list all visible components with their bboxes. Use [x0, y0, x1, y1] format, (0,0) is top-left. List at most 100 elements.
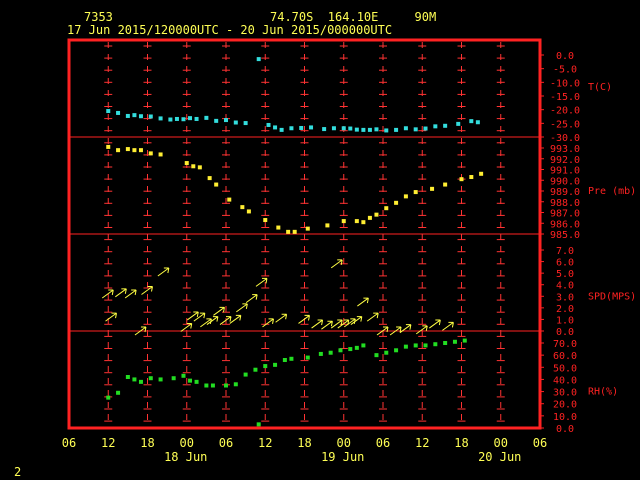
- pressure-point: [148, 151, 153, 156]
- temperature-point: [214, 118, 219, 123]
- temperature-point: [233, 120, 238, 125]
- y-tick-label: 6.0: [556, 258, 574, 269]
- temperature-point: [174, 116, 179, 121]
- temperature-point: [374, 127, 379, 132]
- pressure-point: [207, 176, 212, 181]
- pressure-point: [240, 205, 245, 210]
- wind-point: [255, 277, 268, 287]
- temperature-point: [279, 127, 284, 132]
- temperature-point: [394, 127, 399, 132]
- wind-point: [141, 286, 153, 295]
- humidity-point: [116, 390, 121, 395]
- temperature-point: [475, 120, 480, 125]
- y-tick-label: -15.0: [550, 92, 580, 103]
- temperature-point: [348, 126, 353, 131]
- wind-point: [275, 313, 288, 323]
- wind-point: [366, 312, 379, 322]
- humidity-point: [384, 350, 389, 355]
- humidity-point: [361, 343, 366, 348]
- y-tick-label: 2.0: [556, 304, 574, 315]
- y-tick-label: -25.0: [550, 119, 580, 130]
- pressure-point: [125, 147, 130, 152]
- y-tick-label: 60.0: [553, 351, 577, 362]
- y-tick-label: 5.0: [556, 269, 574, 280]
- humidity-point: [224, 383, 228, 388]
- humidity-point: [158, 377, 163, 382]
- y-tick-label: 987.0: [550, 209, 580, 220]
- humidity-point: [256, 422, 261, 427]
- pressure-point: [469, 175, 474, 180]
- pressure-point: [214, 182, 219, 187]
- pressure-point: [158, 152, 163, 157]
- temperature-point: [106, 109, 111, 114]
- pressure-point: [184, 161, 189, 166]
- y-tick-label: 3.0: [556, 292, 574, 303]
- wind-point: [105, 312, 118, 322]
- wind-point: [399, 324, 412, 334]
- y-tick-label: -10.0: [550, 78, 580, 89]
- wind-point: [415, 325, 428, 335]
- pressure-point: [413, 190, 418, 195]
- y-tick-label: 988.0: [550, 198, 580, 209]
- temperature-point: [354, 127, 359, 132]
- wind-point: [124, 289, 137, 299]
- wind-point: [219, 316, 232, 325]
- x-tick-label: 06: [62, 436, 76, 450]
- humidity-point: [403, 344, 408, 349]
- humidity-point: [138, 379, 143, 384]
- pressure-point: [116, 148, 121, 153]
- wind-point: [193, 312, 206, 322]
- humidity-point: [318, 351, 323, 356]
- y-tick-label: 10.0: [553, 412, 577, 423]
- temperature-point: [456, 121, 461, 126]
- y-tick-label: 30.0: [553, 388, 577, 399]
- pressure-point: [191, 164, 196, 169]
- temperature-point: [413, 127, 418, 132]
- corner-number: 2: [14, 465, 22, 479]
- pressure-point: [227, 197, 232, 202]
- x-tick-label: 12: [415, 436, 429, 450]
- x-day-label: 18 Jun: [164, 450, 207, 464]
- wind-point: [429, 319, 441, 329]
- humidity-point: [148, 376, 153, 381]
- y-tick-label: 989.0: [550, 187, 580, 198]
- temperature-point: [224, 118, 228, 123]
- wind-point: [442, 321, 454, 331]
- wind-point: [186, 311, 199, 321]
- humidity-point: [181, 373, 186, 378]
- humidity-point: [462, 338, 467, 343]
- temperature-point: [181, 117, 186, 122]
- humidity-point: [204, 383, 209, 388]
- temperature-point: [309, 125, 314, 130]
- y-tick-label: 40.0: [553, 375, 577, 386]
- humidity-point: [374, 353, 379, 358]
- y-tick-label: 0.0: [556, 424, 574, 435]
- pressure-point: [341, 219, 346, 224]
- pressure-point: [138, 148, 143, 153]
- pressure-point: [384, 206, 389, 211]
- temperature-point: [168, 117, 173, 122]
- x-tick-label: 18: [454, 436, 468, 450]
- pressure-point: [246, 209, 251, 214]
- y-tick-label: 1.0: [556, 315, 574, 326]
- x-tick-label: 06: [533, 436, 547, 450]
- temperature-point: [194, 116, 199, 121]
- x-tick-label: 18: [297, 436, 311, 450]
- humidity-point: [282, 358, 287, 362]
- y-tick-label: 993.0: [550, 144, 580, 155]
- pressure-point: [394, 200, 399, 205]
- wind-point: [262, 318, 275, 328]
- humidity-point: [273, 362, 278, 367]
- humidity-point: [171, 376, 176, 381]
- temperature-point: [322, 127, 327, 132]
- pressure-point: [361, 220, 366, 225]
- x-tick-label: 12: [258, 436, 272, 450]
- y-tick-label: 0.0: [556, 51, 574, 62]
- temperature-point: [361, 127, 366, 132]
- humidity-point: [132, 377, 137, 382]
- humidity-point: [194, 379, 199, 384]
- pressure-point: [459, 177, 464, 182]
- humidity-point: [106, 395, 111, 400]
- pressure-point: [367, 215, 372, 220]
